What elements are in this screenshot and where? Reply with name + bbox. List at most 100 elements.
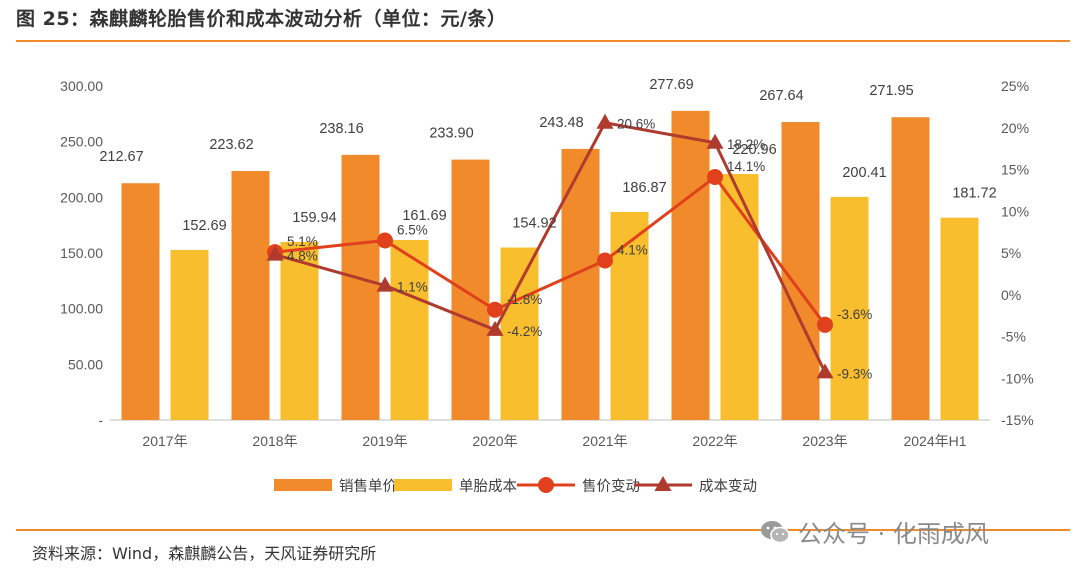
bar-value-label: 186.87 bbox=[622, 180, 666, 196]
bar bbox=[561, 148, 600, 420]
bar-value-label: 267.64 bbox=[759, 88, 803, 104]
left-tick-label: 250.00 bbox=[60, 134, 103, 150]
legend-label: 成本变动 bbox=[699, 478, 757, 495]
left-tick-label: 50.00 bbox=[68, 356, 103, 372]
watermark: 公众号 · 化雨成风 bbox=[760, 514, 989, 549]
left-tick-label: 300.00 bbox=[60, 78, 103, 94]
x-tick-label: 2018年 bbox=[252, 433, 297, 449]
right-tick-label: 20% bbox=[1001, 120, 1029, 136]
bar bbox=[830, 196, 869, 420]
bar-value-label: 271.95 bbox=[869, 83, 913, 99]
bar bbox=[341, 154, 380, 421]
line-point bbox=[816, 363, 834, 379]
right-tick-label: 10% bbox=[1001, 203, 1029, 219]
left-tick-label: 200.00 bbox=[60, 189, 103, 205]
x-tick-label: 2017年 bbox=[142, 433, 187, 449]
line-value-label: 4.1% bbox=[617, 243, 648, 258]
bar-value-label: 200.41 bbox=[842, 165, 886, 181]
bar bbox=[781, 122, 820, 420]
x-tick-label: 2019年 bbox=[362, 433, 407, 449]
right-tick-label: 0% bbox=[1001, 287, 1021, 303]
bar bbox=[891, 117, 930, 420]
line-value-label: -9.3% bbox=[837, 366, 872, 381]
line-value-label: 20.6% bbox=[617, 117, 655, 132]
line-point bbox=[707, 169, 723, 186]
line-point bbox=[266, 245, 284, 261]
x-tick-label: 2021年 bbox=[582, 433, 627, 449]
left-tick-label: 150.00 bbox=[60, 245, 103, 261]
bar bbox=[121, 183, 160, 420]
bar-value-label: 212.67 bbox=[99, 149, 143, 165]
right-tick-label: -15% bbox=[1001, 412, 1034, 428]
bar-value-label: 233.90 bbox=[429, 126, 473, 142]
bar-value-label: 181.72 bbox=[952, 186, 996, 202]
x-tick-label: 2024年H1 bbox=[903, 433, 966, 449]
series-line bbox=[274, 121, 827, 374]
x-tick-label: 2023年 bbox=[802, 433, 847, 449]
bar bbox=[451, 159, 490, 420]
legend-marker bbox=[538, 477, 554, 493]
bottom-rule bbox=[16, 529, 1070, 531]
line-value-label: 14.1% bbox=[727, 159, 765, 174]
line-value-label: 18.2% bbox=[727, 137, 765, 152]
bar bbox=[170, 250, 209, 420]
legend-swatch bbox=[274, 479, 332, 491]
bar-value-label: 161.69 bbox=[402, 208, 446, 224]
data-labels: 212.67 223.62 238.16 233.90 243.48 277.69 267.… bbox=[99, 77, 996, 382]
line-value-label: 6.5% bbox=[397, 222, 428, 237]
bar bbox=[390, 239, 429, 420]
right-tick-label: 5% bbox=[1001, 245, 1021, 261]
right-tick-label: 25% bbox=[1001, 78, 1029, 94]
bars bbox=[121, 110, 979, 421]
bar-value-label: 154.92 bbox=[512, 216, 556, 232]
line-point bbox=[597, 252, 613, 269]
line-point bbox=[706, 133, 724, 149]
legend-swatch bbox=[394, 479, 452, 491]
line-point bbox=[817, 316, 833, 333]
bar bbox=[720, 173, 759, 420]
bar-value-label: 243.48 bbox=[539, 115, 583, 131]
x-tick-label: 2022年 bbox=[692, 433, 737, 449]
line-value-label: -3.6% bbox=[837, 307, 872, 322]
line-value-label: -1.8% bbox=[507, 292, 542, 307]
bar-value-label: 277.69 bbox=[649, 77, 693, 93]
source-note: 资料来源：Wind，森麒麟公告，天风证券研究所 bbox=[32, 544, 377, 563]
line-point bbox=[376, 276, 394, 292]
figure-title: 图 25：森麒麟轮胎售价和成本波动分析（单位：元/条） bbox=[16, 8, 507, 30]
line-point bbox=[487, 301, 503, 318]
left-tick-label: 100.00 bbox=[60, 301, 103, 317]
x-tick-label: 2020年 bbox=[472, 433, 517, 449]
series-line bbox=[274, 175, 827, 326]
watermark-text: 公众号 · 化雨成风 bbox=[798, 520, 989, 548]
top-rule bbox=[16, 40, 1070, 42]
bar-value-label: 238.16 bbox=[319, 121, 363, 137]
right-tick-label: 15% bbox=[1001, 162, 1029, 178]
legend-label: 售价变动 bbox=[582, 478, 640, 495]
bar-value-label: 159.94 bbox=[292, 210, 336, 226]
left-tick-label: - bbox=[98, 412, 103, 428]
bar bbox=[940, 217, 979, 420]
line-value-label: 5.1% bbox=[287, 234, 318, 249]
bar bbox=[671, 110, 710, 420]
right-tick-label: -10% bbox=[1001, 370, 1034, 386]
line-point bbox=[596, 113, 614, 129]
wechat-icon bbox=[761, 520, 790, 543]
bar-value-label: 152.69 bbox=[182, 218, 226, 234]
right-tick-label: -5% bbox=[1001, 329, 1026, 345]
line-value-label: 4.8% bbox=[287, 249, 318, 264]
legend-label: 单胎成本 bbox=[459, 478, 517, 495]
bar bbox=[280, 241, 319, 420]
legend-marker bbox=[654, 476, 672, 491]
left-axis: - 50.00 100.00 150.00 200.00 250.00 300.00 bbox=[60, 78, 103, 428]
bar-value-label: 220.96 bbox=[732, 142, 776, 158]
bar bbox=[500, 247, 539, 420]
line-point bbox=[486, 320, 504, 336]
lines bbox=[266, 113, 834, 379]
bar-value-label: 223.62 bbox=[209, 137, 253, 153]
legend: 销售单价 单胎成本 售价变动 成本变动 bbox=[274, 476, 757, 495]
bar bbox=[610, 211, 649, 420]
x-axis: 2017年 2018年 2019年 2020年 2021年 2022年 2023年 2024年… bbox=[110, 419, 990, 449]
legend-label: 销售单价 bbox=[339, 478, 397, 495]
line-value-label: -4.2% bbox=[507, 324, 542, 339]
